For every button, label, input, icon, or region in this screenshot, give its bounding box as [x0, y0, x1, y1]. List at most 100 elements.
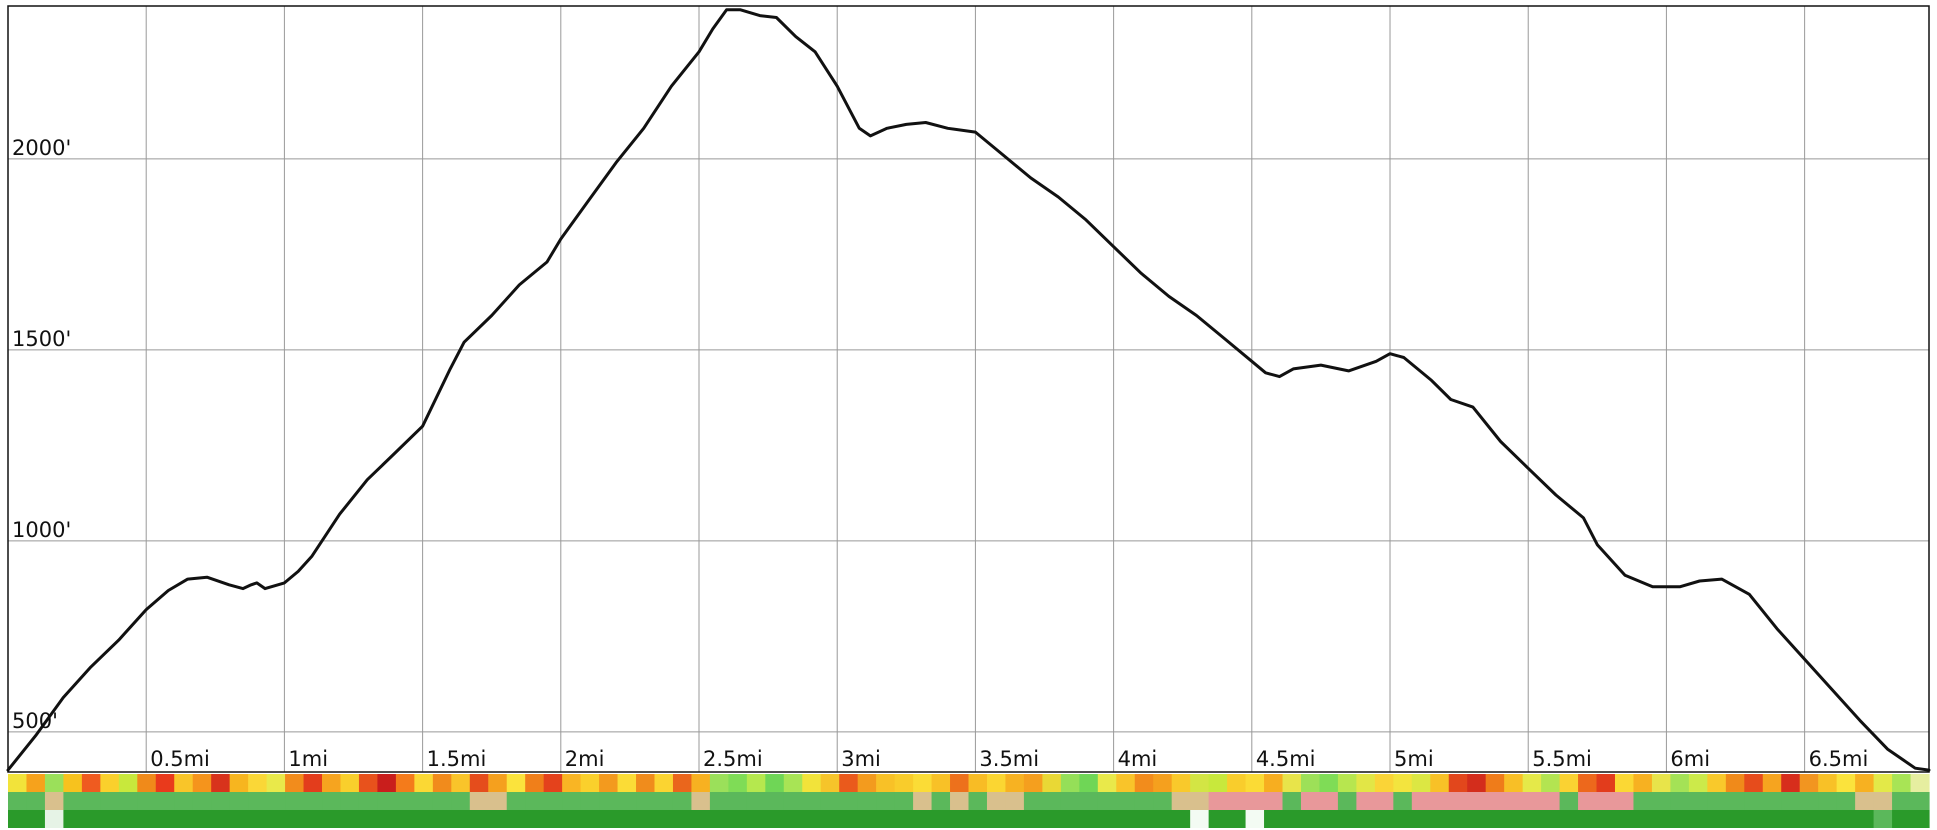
surface-strip-segment — [1079, 792, 1099, 810]
shade-strip-segment — [26, 810, 46, 828]
shade-strip-segment — [931, 810, 951, 828]
grade-strip-segment — [1467, 774, 1487, 792]
grade-strip-segment — [1910, 774, 1930, 792]
grade-strip-segment — [395, 774, 415, 792]
surface-strip-segment — [931, 792, 951, 810]
x-tick-label: 4mi — [1118, 747, 1158, 771]
shade-strip-segment — [599, 810, 619, 828]
surface-strip-segment — [746, 792, 766, 810]
grade-strip-segment — [1725, 774, 1745, 792]
shade-strip-segment — [1781, 810, 1801, 828]
surface-strip-segment — [1264, 792, 1284, 810]
surface-strip-segment — [1688, 792, 1708, 810]
grade-strip-segment — [783, 774, 803, 792]
surface-strip-segment — [562, 792, 582, 810]
surface-strip-segment — [1818, 792, 1838, 810]
surface-strip-segment — [1578, 792, 1598, 810]
surface-strip-segment — [1522, 792, 1542, 810]
surface-strip-segment — [303, 792, 323, 810]
shade-strip-segment — [950, 810, 970, 828]
surface-strip — [8, 792, 1930, 810]
shade-strip-segment — [1855, 810, 1875, 828]
surface-strip-segment — [857, 792, 877, 810]
grade-strip-segment — [1596, 774, 1616, 792]
x-tick-label: 3.5mi — [979, 747, 1039, 771]
surface-strip-segment — [358, 792, 379, 810]
grade-strip-segment — [1411, 774, 1431, 792]
surface-strip-segment — [1541, 792, 1561, 810]
shade-strip — [8, 810, 1930, 828]
shade-strip-segment — [783, 810, 803, 828]
surface-strip-segment — [1171, 792, 1191, 810]
shade-strip-segment — [137, 810, 157, 828]
surface-strip-segment — [599, 792, 619, 810]
shade-strip-segment — [1467, 810, 1487, 828]
grade-strip-segment — [1448, 774, 1468, 792]
grade-strip-segment — [691, 774, 711, 792]
grade-strip-segment — [488, 774, 508, 792]
grade-strip-segment — [1264, 774, 1284, 792]
grade-strip-segment — [1337, 774, 1357, 792]
grade-strip-segment — [26, 774, 46, 792]
grade-strip-segment — [1356, 774, 1376, 792]
shade-strip-segment — [451, 810, 471, 828]
shade-strip-segment — [691, 810, 711, 828]
shade-strip-segment — [1541, 810, 1561, 828]
grade-strip-segment — [654, 774, 674, 792]
surface-strip-segment — [1337, 792, 1357, 810]
grade-strip-segment — [1855, 774, 1875, 792]
surface-strip-segment — [1614, 792, 1635, 810]
surface-strip-segment — [155, 792, 175, 810]
surface-strip-segment — [1374, 792, 1394, 810]
surface-strip-segment — [968, 792, 988, 810]
surface-strip-segment — [1356, 792, 1376, 810]
grade-strip-segment — [155, 774, 175, 792]
shade-strip-segment — [1448, 810, 1468, 828]
shade-strip-segment — [1744, 810, 1764, 828]
grade-strip-segment — [1578, 774, 1598, 792]
grade-strip-segment — [1762, 774, 1782, 792]
shade-strip-segment — [432, 810, 452, 828]
grade-strip-segment — [137, 774, 157, 792]
surface-strip-segment — [1448, 792, 1468, 810]
shade-strip-segment — [1319, 810, 1339, 828]
x-tick-label: 6.5mi — [1809, 747, 1869, 771]
shade-strip-segment — [1023, 810, 1043, 828]
grade-strip-segment — [469, 774, 489, 792]
surface-strip-segment — [765, 792, 785, 810]
surface-strip-segment — [543, 792, 563, 810]
grade-strip-segment — [1892, 774, 1912, 792]
surface-strip-segment — [44, 792, 65, 810]
surface-strip-segment — [266, 792, 286, 810]
shade-strip-segment — [358, 810, 379, 828]
grade-strip-segment — [931, 774, 951, 792]
shade-strip-segment — [1614, 810, 1635, 828]
shade-strip-segment — [1005, 810, 1025, 828]
shade-strip-segment — [395, 810, 415, 828]
grade-strip-segment — [285, 774, 305, 792]
shade-strip-segment — [63, 810, 83, 828]
grade-strip-segment — [1079, 774, 1099, 792]
grade-strip-segment — [1633, 774, 1653, 792]
x-tick-label: 0.5mi — [150, 747, 210, 771]
grade-strip-segment — [8, 774, 28, 792]
surface-strip-segment — [1651, 792, 1671, 810]
y-tick-label: 1000' — [12, 518, 71, 542]
grade-strip-segment — [1005, 774, 1025, 792]
shade-strip-segment — [1208, 810, 1228, 828]
shade-strip-segment — [857, 810, 877, 828]
surface-strip-segment — [783, 792, 803, 810]
shade-strip-segment — [1485, 810, 1505, 828]
shade-strip-segment — [192, 810, 212, 828]
shade-strip-segment — [506, 810, 526, 828]
surface-strip-segment — [229, 792, 249, 810]
surface-strip-segment — [839, 792, 859, 810]
surface-strip-segment — [1762, 792, 1782, 810]
grade-strip-segment — [229, 774, 249, 792]
surface-strip-segment — [1097, 792, 1117, 810]
grade-strip-segment — [1300, 774, 1321, 792]
surface-strip-segment — [876, 792, 896, 810]
grade-strip-segment — [174, 774, 194, 792]
shade-strip-segment — [1707, 810, 1727, 828]
grade-strip-segment — [1060, 774, 1080, 792]
